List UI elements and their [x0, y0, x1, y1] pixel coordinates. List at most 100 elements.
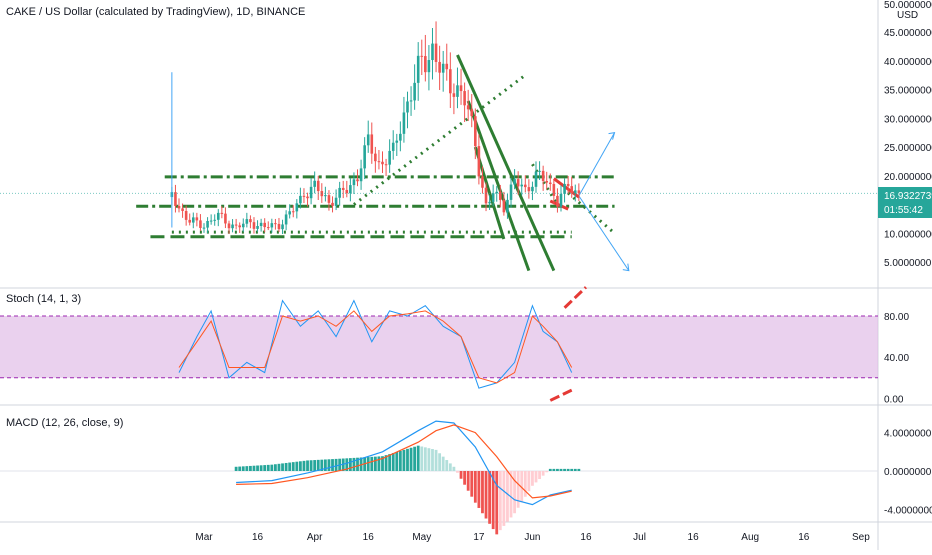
projection-up-arrow — [578, 132, 615, 197]
macd-histogram-bar — [448, 463, 452, 471]
candle-body — [541, 170, 545, 181]
candle-body — [195, 217, 199, 221]
candle-body — [313, 180, 316, 187]
macd-histogram-bar — [552, 468, 556, 471]
candle-body — [274, 223, 277, 225]
macd-histogram-bar — [491, 471, 495, 530]
candle-body — [191, 217, 195, 223]
candle-body — [366, 134, 370, 146]
time-axis-label: 16 — [252, 532, 264, 543]
price-tick-label: 20.0000000 — [884, 172, 932, 183]
candle-body — [256, 226, 259, 229]
macd-tick-label: 4.0000000 — [884, 429, 932, 440]
macd-histogram-bar — [531, 471, 534, 486]
candle-body — [416, 55, 420, 83]
candle-body — [445, 63, 449, 70]
candle-body — [206, 221, 209, 228]
candle-body — [499, 191, 502, 201]
macd-histogram-bar — [481, 471, 484, 514]
macd-histogram-bar — [506, 471, 509, 522]
candle-body — [309, 186, 313, 199]
candle-body — [488, 201, 491, 204]
candle-body — [463, 91, 466, 106]
macd-histogram-bar — [381, 456, 384, 471]
candle-body — [481, 176, 484, 188]
candle-body — [491, 193, 495, 202]
candle-body — [327, 195, 331, 203]
candle-body — [295, 203, 299, 212]
macd-histogram-bar — [395, 451, 399, 471]
stoch-band-background — [0, 316, 878, 378]
macd-histogram-bar — [406, 448, 409, 471]
candle-body — [249, 219, 252, 223]
candle-body — [570, 186, 574, 193]
time-axis: Mar 16 Apr 16 May 17 Jun 16 Jul 16 Aug 16 Sep — [195, 532, 870, 543]
macd-histogram-bar — [306, 460, 309, 471]
macd-histogram-bar — [470, 471, 474, 497]
macd-histogram-bar — [398, 450, 402, 471]
candle-body — [291, 211, 295, 213]
candle-body — [234, 224, 238, 226]
candle-body — [506, 199, 509, 213]
candle-body — [459, 85, 463, 92]
time-axis-label: May — [412, 532, 431, 543]
candle-body — [427, 60, 431, 73]
candles-layer — [170, 21, 581, 235]
candle-body — [531, 186, 534, 192]
candle-body — [181, 208, 184, 211]
macd-histogram-bar — [366, 457, 370, 471]
macd-histogram-bar — [352, 457, 356, 471]
candle-body — [199, 220, 202, 228]
candle-body — [224, 213, 227, 224]
candle-body — [363, 145, 366, 169]
time-axis-label: Mar — [195, 532, 213, 543]
time-axis-label: 16 — [363, 532, 375, 543]
candle-body — [263, 222, 266, 228]
macd-histogram-bar — [473, 471, 477, 503]
macd-histogram-bar — [266, 464, 270, 471]
time-axis-label: 16 — [688, 532, 700, 543]
candle-body — [334, 197, 338, 206]
candle-body — [534, 171, 538, 187]
macd-histogram-bar — [559, 468, 563, 471]
candle-body — [220, 212, 224, 214]
macd-histogram-bar — [345, 458, 349, 471]
macd-histogram-bar — [484, 471, 488, 519]
macd-histogram-bar — [438, 453, 442, 471]
macd-line — [236, 420, 572, 506]
macd-tick-label: -4.0000000 — [884, 505, 932, 516]
candle-body — [452, 93, 456, 97]
wedge-upper-line — [552, 177, 580, 199]
price-tick-label: 30.0000000 — [884, 114, 932, 125]
candle-body — [381, 161, 384, 165]
candle-body — [513, 179, 516, 185]
wedge-lower-line — [549, 199, 569, 211]
macd-histogram-bar — [523, 471, 527, 497]
bar-countdown: 01:55:42 — [884, 205, 923, 216]
candle-body — [284, 214, 288, 225]
macd-histogram-bar — [416, 445, 420, 471]
candle-body — [484, 187, 488, 204]
macd-histogram-bar — [573, 468, 577, 471]
price-tick-label: 10.0000000 — [884, 229, 932, 240]
macd-histogram-bar — [566, 468, 570, 471]
macd-histogram-bar — [463, 471, 467, 485]
candle-body — [509, 184, 513, 200]
macd-histogram-bar — [316, 459, 320, 471]
candle-body — [245, 219, 249, 224]
macd-histogram-bar — [534, 471, 538, 483]
candle-body — [216, 212, 220, 220]
candle-body — [431, 43, 434, 61]
candle-body — [524, 184, 527, 188]
time-axis-label: 17 — [473, 532, 485, 543]
macd-histogram-bar — [548, 468, 552, 471]
macd-histogram-bar — [274, 464, 277, 471]
macd-histogram-bar — [570, 468, 574, 471]
macd-histogram-bar — [452, 466, 456, 471]
macd-histogram-bar — [527, 471, 531, 492]
candle-body — [438, 61, 441, 73]
macd-histogram-bar — [281, 463, 284, 471]
macd-histogram-bar — [513, 471, 516, 514]
